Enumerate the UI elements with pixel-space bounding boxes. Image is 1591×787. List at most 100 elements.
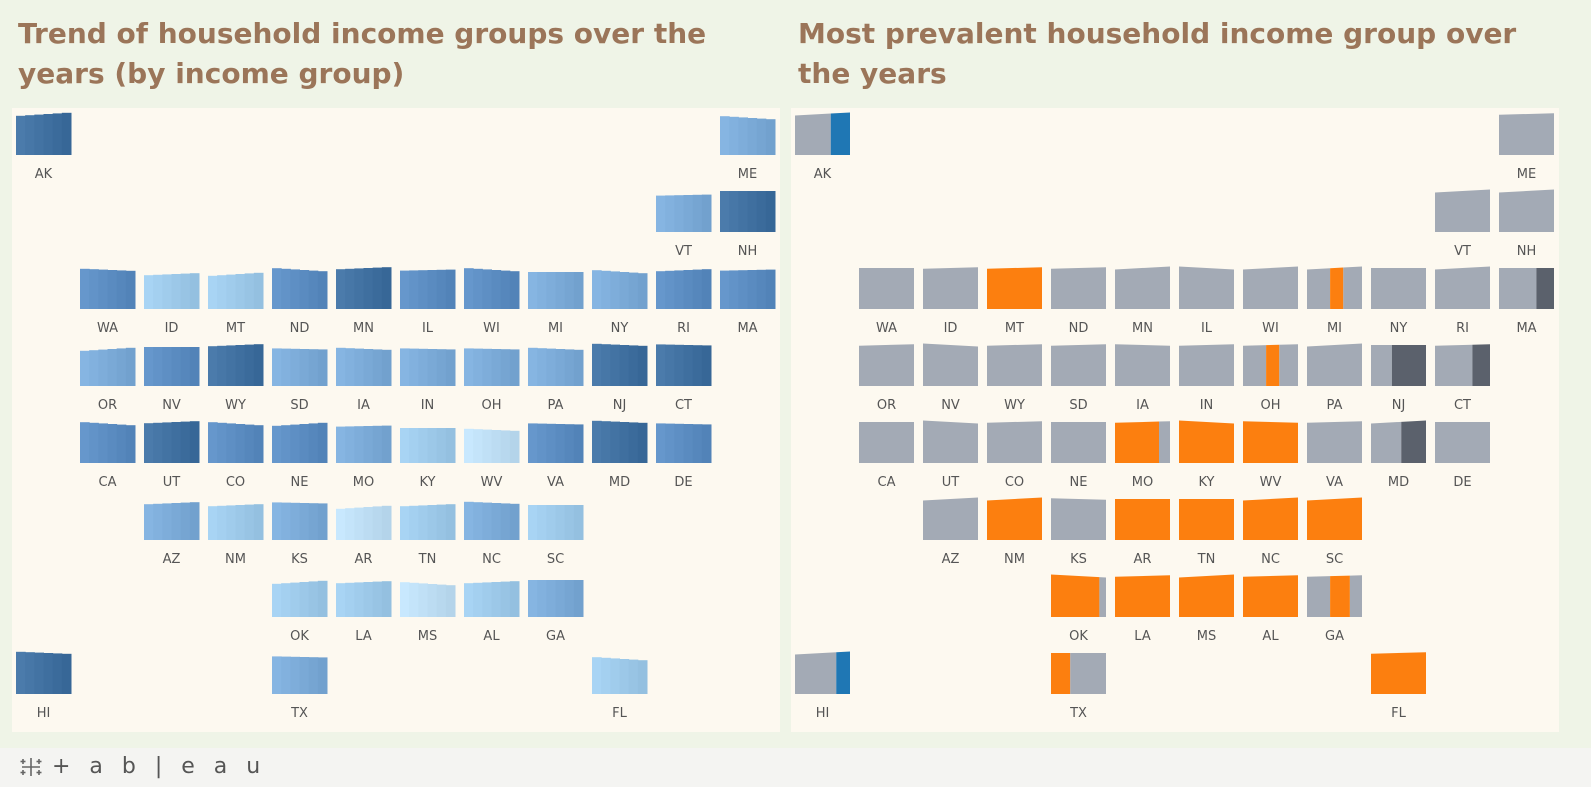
tile-ak[interactable]: [795, 110, 850, 155]
tile-sc[interactable]: [1307, 495, 1362, 540]
tile-ct[interactable]: [1435, 341, 1490, 386]
tile-de[interactable]: [1435, 418, 1490, 463]
tile-nd[interactable]: [272, 264, 328, 309]
tile-ca[interactable]: [859, 418, 914, 463]
tile-ca[interactable]: [80, 418, 136, 463]
tile-mn[interactable]: [1115, 264, 1170, 309]
tile-mt[interactable]: [987, 264, 1042, 309]
tile-nj[interactable]: [1371, 341, 1426, 386]
tile-mn[interactable]: [336, 264, 392, 309]
tile-ks[interactable]: [272, 495, 328, 540]
tile-wv[interactable]: [464, 418, 520, 463]
tile-wy[interactable]: [208, 341, 264, 386]
tile-il[interactable]: [1179, 264, 1234, 309]
tableau-logo-icon[interactable]: [18, 755, 44, 779]
tile-ut[interactable]: [144, 418, 200, 463]
tile-ma[interactable]: [720, 264, 776, 309]
tile-wa[interactable]: [859, 264, 914, 309]
tile-me[interactable]: [1499, 110, 1554, 155]
tile-nc[interactable]: [464, 495, 520, 540]
tile-nm[interactable]: [208, 495, 264, 540]
tile-mo[interactable]: [1115, 418, 1170, 463]
tile-ok[interactable]: [272, 572, 328, 617]
tile-vt[interactable]: [1435, 187, 1490, 232]
tile-ct[interactable]: [656, 341, 712, 386]
tile-tx[interactable]: [1051, 649, 1106, 694]
tile-va[interactable]: [1307, 418, 1362, 463]
tile-ak[interactable]: [16, 110, 72, 155]
tile-ok[interactable]: [1051, 572, 1106, 617]
tile-ga[interactable]: [1307, 572, 1362, 617]
tile-me[interactable]: [720, 110, 776, 155]
tile-ny[interactable]: [592, 264, 648, 309]
tile-nd[interactable]: [1051, 264, 1106, 309]
tile-la[interactable]: [336, 572, 392, 617]
tile-co[interactable]: [987, 418, 1042, 463]
tile-md[interactable]: [1371, 418, 1426, 463]
tile-tx[interactable]: [272, 649, 328, 694]
tile-nv[interactable]: [144, 341, 200, 386]
tile-ne[interactable]: [272, 418, 328, 463]
tile-ny[interactable]: [1371, 264, 1426, 309]
tile-ia[interactable]: [336, 341, 392, 386]
tile-co[interactable]: [208, 418, 264, 463]
tile-ga[interactable]: [528, 572, 584, 617]
tile-ms[interactable]: [1179, 572, 1234, 617]
tile-ma[interactable]: [1499, 264, 1554, 309]
tile-ri[interactable]: [1435, 264, 1490, 309]
tile-mi[interactable]: [528, 264, 584, 309]
tile-sc[interactable]: [528, 495, 584, 540]
tile-ky[interactable]: [400, 418, 456, 463]
tile-tn[interactable]: [1179, 495, 1234, 540]
tile-mt[interactable]: [208, 264, 264, 309]
tile-ky[interactable]: [1179, 418, 1234, 463]
tile-al[interactable]: [464, 572, 520, 617]
tile-nh[interactable]: [720, 187, 776, 232]
tile-fl[interactable]: [592, 649, 648, 694]
tile-az[interactable]: [144, 495, 200, 540]
tile-wi[interactable]: [1243, 264, 1298, 309]
tile-or[interactable]: [80, 341, 136, 386]
tile-in[interactable]: [1179, 341, 1234, 386]
tile-ne[interactable]: [1051, 418, 1106, 463]
tile-id[interactable]: [923, 264, 978, 309]
tile-tn[interactable]: [400, 495, 456, 540]
tile-or[interactable]: [859, 341, 914, 386]
tile-il[interactable]: [400, 264, 456, 309]
tile-ar[interactable]: [1115, 495, 1170, 540]
tile-ms[interactable]: [400, 572, 456, 617]
tile-wa[interactable]: [80, 264, 136, 309]
tile-ia[interactable]: [1115, 341, 1170, 386]
tile-id[interactable]: [144, 264, 200, 309]
tile-hi[interactable]: [795, 649, 850, 694]
tile-va[interactable]: [528, 418, 584, 463]
tile-al[interactable]: [1243, 572, 1298, 617]
tile-ks[interactable]: [1051, 495, 1106, 540]
tile-la[interactable]: [1115, 572, 1170, 617]
tile-mi[interactable]: [1307, 264, 1362, 309]
tile-nm[interactable]: [987, 495, 1042, 540]
tile-vt[interactable]: [656, 187, 712, 232]
tile-ri[interactable]: [656, 264, 712, 309]
tile-in[interactable]: [400, 341, 456, 386]
tile-nh[interactable]: [1499, 187, 1554, 232]
tile-nj[interactable]: [592, 341, 648, 386]
tile-sd[interactable]: [1051, 341, 1106, 386]
tile-wy[interactable]: [987, 341, 1042, 386]
tile-mo[interactable]: [336, 418, 392, 463]
tableau-wordmark[interactable]: + a b | e a u: [52, 754, 267, 779]
tile-hi[interactable]: [16, 649, 72, 694]
tile-oh[interactable]: [464, 341, 520, 386]
tile-pa[interactable]: [1307, 341, 1362, 386]
tile-wv[interactable]: [1243, 418, 1298, 463]
tile-ar[interactable]: [336, 495, 392, 540]
tile-nc[interactable]: [1243, 495, 1298, 540]
tile-az[interactable]: [923, 495, 978, 540]
tile-md[interactable]: [592, 418, 648, 463]
tile-oh[interactable]: [1243, 341, 1298, 386]
tile-pa[interactable]: [528, 341, 584, 386]
tile-sd[interactable]: [272, 341, 328, 386]
tile-fl[interactable]: [1371, 649, 1426, 694]
tile-wi[interactable]: [464, 264, 520, 309]
tile-nv[interactable]: [923, 341, 978, 386]
